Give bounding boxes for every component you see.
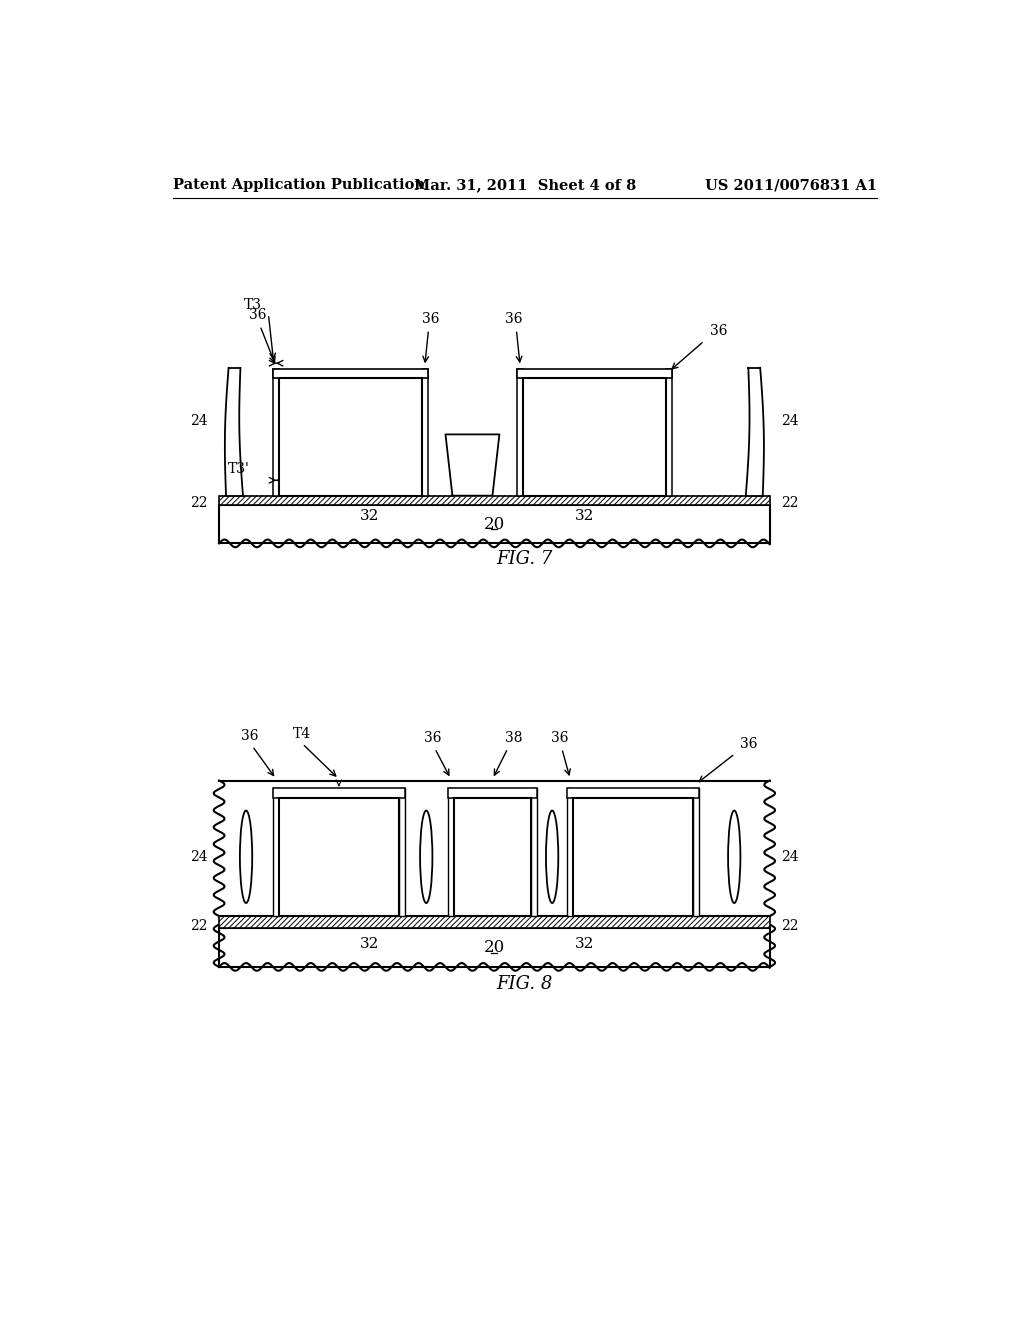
Text: Patent Application Publication: Patent Application Publication [173, 178, 425, 193]
Text: 24: 24 [781, 850, 799, 863]
Bar [219, 916, 770, 928]
Bar [280, 378, 422, 496]
Bar [219, 496, 770, 506]
Text: 32: 32 [575, 510, 595, 524]
Ellipse shape [240, 810, 252, 903]
Text: 24: 24 [189, 414, 208, 429]
Text: 32: 32 [359, 937, 379, 950]
Polygon shape [225, 368, 243, 496]
Text: 32: 32 [359, 510, 379, 524]
Text: 22: 22 [190, 919, 208, 933]
Bar [398, 788, 404, 916]
Bar [531, 788, 538, 916]
Bar [273, 788, 404, 797]
Ellipse shape [728, 810, 740, 903]
Text: 24: 24 [482, 850, 502, 863]
Bar [219, 928, 770, 966]
Bar [447, 788, 454, 916]
Text: 32: 32 [575, 937, 595, 950]
Ellipse shape [546, 810, 558, 903]
Text: FIG. 7: FIG. 7 [497, 550, 553, 568]
Text: 20: 20 [483, 516, 505, 533]
Bar [523, 378, 666, 496]
Text: 34: 34 [584, 428, 605, 445]
Bar [692, 788, 698, 916]
Bar [517, 368, 523, 496]
Text: 34: 34 [623, 849, 644, 866]
Text: T3: T3 [245, 298, 262, 312]
Text: FIG. 8: FIG. 8 [497, 975, 553, 993]
Bar [447, 788, 538, 797]
Text: 36: 36 [505, 313, 523, 326]
Text: 36: 36 [711, 323, 728, 338]
Text: T3': T3' [228, 462, 250, 475]
Bar [666, 368, 672, 496]
Text: 36: 36 [422, 313, 439, 326]
Ellipse shape [420, 810, 432, 903]
Text: T4: T4 [293, 727, 311, 742]
Polygon shape [445, 434, 500, 496]
Bar [567, 788, 573, 916]
Text: 22: 22 [781, 495, 799, 510]
Bar [422, 368, 428, 496]
Text: 20: 20 [483, 939, 505, 956]
Text: 36: 36 [242, 729, 259, 743]
Bar [273, 368, 280, 496]
Bar [219, 506, 770, 544]
Bar [573, 797, 692, 916]
Bar [280, 797, 398, 916]
Bar [273, 368, 428, 378]
Text: 36: 36 [424, 731, 441, 746]
Text: US 2011/0076831 A1: US 2011/0076831 A1 [705, 178, 877, 193]
Text: 36: 36 [740, 737, 758, 751]
Text: 24: 24 [189, 850, 208, 863]
Text: 34: 34 [329, 849, 349, 866]
Text: Mar. 31, 2011  Sheet 4 of 8: Mar. 31, 2011 Sheet 4 of 8 [414, 178, 636, 193]
Bar [517, 368, 672, 378]
Text: 22: 22 [781, 919, 799, 933]
Text: 24: 24 [463, 458, 482, 473]
Bar [567, 788, 698, 797]
Text: 38: 38 [505, 731, 523, 746]
Polygon shape [745, 368, 764, 496]
Bar [273, 788, 280, 916]
Text: 36: 36 [551, 731, 568, 746]
Text: 22: 22 [190, 495, 208, 510]
Bar [454, 797, 531, 916]
Text: 24: 24 [781, 414, 799, 429]
Text: 36: 36 [249, 309, 266, 322]
Text: 34: 34 [340, 428, 361, 445]
